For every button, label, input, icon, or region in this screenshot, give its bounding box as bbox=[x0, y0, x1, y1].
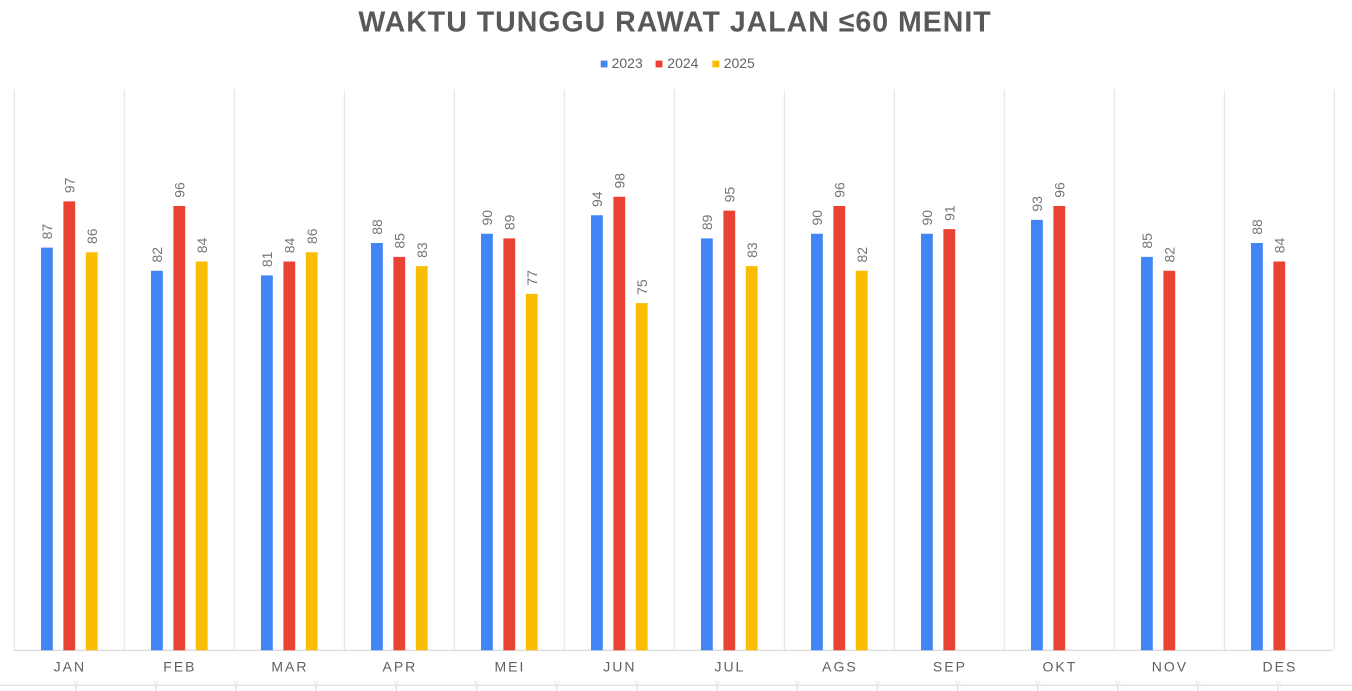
svg-text:85: 85 bbox=[392, 233, 408, 249]
svg-text:2025: 2025 bbox=[724, 55, 755, 71]
svg-text:2023: 2023 bbox=[612, 55, 643, 71]
svg-text:2024: 2024 bbox=[667, 55, 698, 71]
svg-text:84: 84 bbox=[194, 238, 210, 254]
svg-text:88: 88 bbox=[369, 219, 385, 235]
svg-text:75: 75 bbox=[634, 279, 650, 295]
svg-text:JAN: JAN bbox=[54, 659, 86, 675]
svg-text:JUN: JUN bbox=[603, 659, 636, 675]
svg-text:NOV: NOV bbox=[1152, 659, 1188, 675]
svg-text:SEP: SEP bbox=[933, 659, 967, 675]
svg-text:87: 87 bbox=[39, 224, 55, 240]
svg-text:85: 85 bbox=[1139, 233, 1155, 249]
svg-text:90: 90 bbox=[919, 210, 935, 226]
svg-text:82: 82 bbox=[149, 247, 165, 263]
svg-text:97: 97 bbox=[62, 177, 78, 193]
svg-text:90: 90 bbox=[809, 210, 825, 226]
svg-text:OKT: OKT bbox=[1043, 659, 1078, 675]
svg-text:FEB: FEB bbox=[163, 659, 196, 675]
svg-text:93: 93 bbox=[1029, 196, 1045, 212]
svg-text:91: 91 bbox=[942, 205, 958, 221]
svg-text:84: 84 bbox=[1272, 238, 1288, 254]
svg-text:APR: APR bbox=[383, 659, 418, 675]
svg-text:84: 84 bbox=[282, 238, 298, 254]
svg-text:96: 96 bbox=[832, 182, 848, 198]
svg-text:98: 98 bbox=[612, 173, 628, 189]
svg-text:95: 95 bbox=[722, 187, 738, 203]
svg-text:MAR: MAR bbox=[271, 659, 308, 675]
svg-text:86: 86 bbox=[304, 228, 320, 244]
svg-text:MEI: MEI bbox=[494, 659, 525, 675]
svg-text:AGS: AGS bbox=[822, 659, 858, 675]
svg-text:96: 96 bbox=[1052, 182, 1068, 198]
svg-text:JUL: JUL bbox=[714, 659, 745, 675]
svg-text:86: 86 bbox=[84, 228, 100, 244]
svg-text:88: 88 bbox=[1249, 219, 1265, 235]
svg-text:83: 83 bbox=[744, 242, 760, 258]
svg-text:82: 82 bbox=[1162, 247, 1178, 263]
svg-text:96: 96 bbox=[172, 182, 188, 198]
svg-text:94: 94 bbox=[589, 191, 605, 207]
svg-text:82: 82 bbox=[854, 247, 870, 263]
svg-text:DES: DES bbox=[1263, 659, 1298, 675]
svg-text:83: 83 bbox=[414, 242, 430, 258]
svg-text:81: 81 bbox=[259, 251, 275, 267]
svg-text:77: 77 bbox=[524, 270, 540, 286]
svg-text:89: 89 bbox=[699, 214, 715, 230]
svg-text:WAKTU TUNGGU RAWAT JALAN ≤60 M: WAKTU TUNGGU RAWAT JALAN ≤60 MENIT bbox=[358, 6, 991, 38]
svg-text:90: 90 bbox=[479, 210, 495, 226]
svg-text:89: 89 bbox=[502, 214, 518, 230]
